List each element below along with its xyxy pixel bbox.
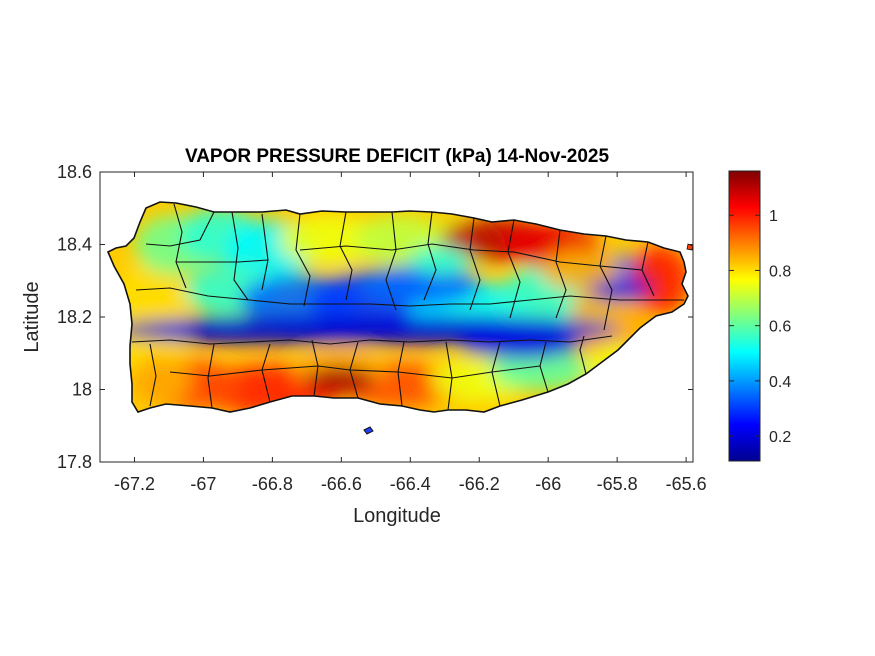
y-axis-label: Latitude xyxy=(21,281,43,352)
y-tick-label: 17.8 xyxy=(57,452,92,472)
y-tick-label: 18 xyxy=(72,380,92,400)
municipality-border xyxy=(599,235,613,331)
colorbar-tick-label: 0.8 xyxy=(769,263,791,280)
x-tick-label: -66 xyxy=(535,474,561,494)
x-axis-label: Longitude xyxy=(353,505,441,527)
vpd-field-blob xyxy=(490,350,590,390)
municipality-border xyxy=(469,217,481,311)
vpd-field-blob xyxy=(150,318,270,342)
colorbar-tick-label: 0.2 xyxy=(769,429,791,446)
vpd-field-blob xyxy=(410,245,470,275)
municipality-border xyxy=(231,211,249,301)
municipality-border xyxy=(149,343,157,407)
vpd-heatmap xyxy=(108,202,688,412)
colorbar-tick-label: 0.6 xyxy=(769,319,791,336)
municipality-border xyxy=(169,365,541,379)
municipality-border xyxy=(295,213,311,307)
x-tick-label: -67 xyxy=(190,474,216,494)
vpd-field-blob xyxy=(590,280,650,300)
municipality-border xyxy=(131,335,613,345)
municipality-border xyxy=(339,211,353,301)
vpd-field-blob xyxy=(540,250,620,290)
x-tick-label: -66.4 xyxy=(390,474,431,494)
municipality-border xyxy=(385,211,397,311)
municipality-border xyxy=(555,229,567,319)
municipality-boundaries xyxy=(131,203,684,411)
x-tick-label: -66.8 xyxy=(252,474,293,494)
municipality-border xyxy=(207,343,215,409)
municipality-border xyxy=(423,211,437,301)
colorbar-gradient xyxy=(728,170,761,462)
y-tick-label: 18.2 xyxy=(57,307,92,327)
municipality-border xyxy=(176,259,269,263)
x-tick-label: -66.6 xyxy=(321,474,362,494)
municipality-border xyxy=(135,287,684,307)
vpd-field-blob xyxy=(630,245,688,315)
vpd-field-blob xyxy=(305,366,375,394)
east-islet xyxy=(686,243,694,251)
y-axis: 17.8 18 18.2 18.4 18.6 xyxy=(57,162,693,472)
vpd-field-blob xyxy=(130,355,190,405)
colorbar-tick-label: 0.4 xyxy=(769,374,791,391)
island-coastline xyxy=(106,201,689,413)
vpd-field-blob xyxy=(460,331,580,359)
y-tick-label: 18.6 xyxy=(57,162,92,182)
municipality-border xyxy=(299,243,643,271)
vpd-field-blob xyxy=(360,265,480,305)
x-tick-label: -65.8 xyxy=(597,474,638,494)
x-tick-label: -66.2 xyxy=(459,474,500,494)
x-tick-label: -65.6 xyxy=(666,474,707,494)
x-axis: -67.2 -67 -66.8 -66.6 -66.4 -66.2 -66 -65.8 -65.… xyxy=(114,172,707,494)
y-tick-label: 18.4 xyxy=(57,235,92,255)
chart-title: VAPOR PRESSURE DEFICIT (kPa) 14-Nov-2025 xyxy=(185,146,610,167)
vpd-field-blob xyxy=(280,215,380,265)
municipality-border xyxy=(173,203,187,289)
caja-de-muertos-islet xyxy=(363,426,374,435)
colorbar: 0.2 0.4 0.6 0.8 1 xyxy=(728,170,791,462)
x-tick-label: -67.2 xyxy=(114,474,155,494)
municipality-border xyxy=(507,219,521,319)
municipality-border xyxy=(145,211,215,247)
municipality-border xyxy=(579,335,587,375)
colorbar-tick-label: 1 xyxy=(769,208,778,225)
